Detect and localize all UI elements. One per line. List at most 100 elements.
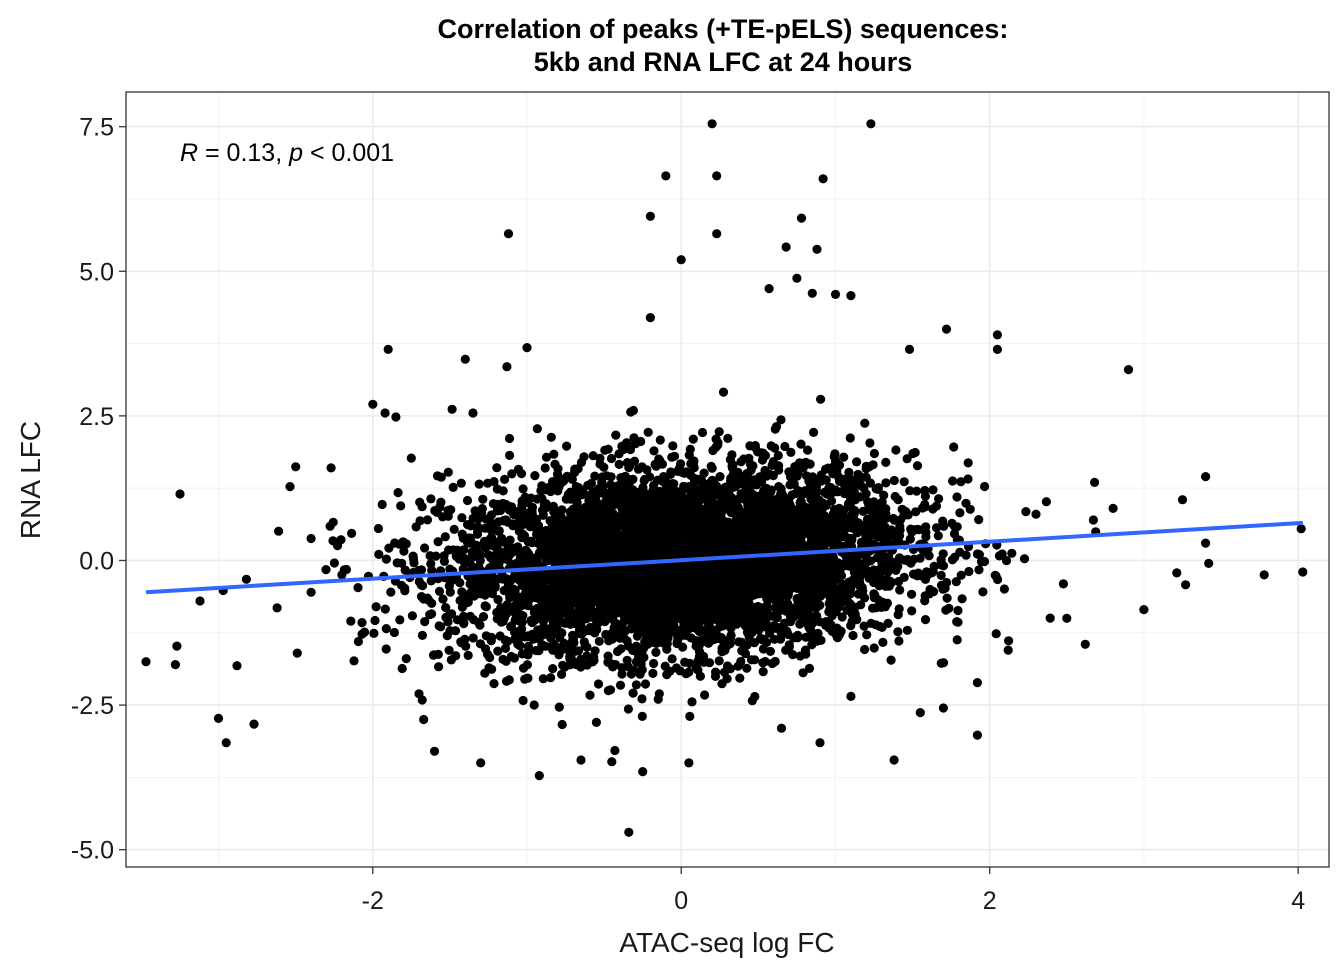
- data-point: [972, 549, 983, 559]
- data-point: [571, 539, 581, 549]
- data-point: [860, 644, 870, 655]
- data-point: [648, 637, 658, 647]
- data-point: [695, 671, 706, 681]
- data-point: [747, 696, 757, 706]
- data-point: [548, 664, 558, 674]
- data-point: [689, 463, 699, 473]
- data-point: [641, 536, 651, 546]
- data-point: [795, 458, 805, 468]
- data-point: [357, 629, 367, 639]
- data-point: [929, 587, 939, 597]
- data-point: [905, 486, 915, 496]
- data-point: [714, 656, 724, 666]
- data-point: [526, 506, 536, 517]
- data-point: [864, 462, 875, 472]
- data-point: [869, 577, 879, 588]
- data-point: [512, 546, 522, 556]
- data-point: [785, 604, 795, 614]
- data-point: [697, 427, 708, 438]
- data-point: [274, 526, 284, 536]
- data-point: [893, 610, 903, 620]
- data-point: [921, 547, 931, 557]
- data-point: [568, 574, 579, 584]
- data-point: [417, 630, 427, 641]
- data-point: [504, 433, 515, 444]
- data-point: [795, 619, 805, 629]
- data-point: [763, 497, 773, 507]
- data-point: [942, 593, 952, 603]
- data-point: [471, 579, 481, 589]
- data-point: [852, 528, 862, 538]
- data-point: [485, 652, 495, 663]
- data-point: [804, 473, 814, 483]
- data-point: [860, 593, 870, 603]
- data-point: [592, 578, 602, 588]
- data-point: [727, 594, 738, 604]
- data-point: [636, 523, 646, 533]
- data-point: [532, 424, 542, 434]
- data-point: [508, 521, 518, 531]
- data-point: [978, 587, 988, 597]
- data-point: [614, 449, 624, 459]
- data-point: [687, 697, 697, 707]
- data-point: [907, 589, 917, 599]
- data-point: [459, 611, 469, 622]
- data-point: [400, 565, 410, 575]
- data-point: [629, 665, 639, 676]
- data-point: [1041, 497, 1051, 507]
- data-point: [808, 601, 818, 611]
- data-point: [720, 645, 730, 656]
- data-point: [776, 415, 786, 425]
- data-point: [438, 594, 448, 604]
- data-point: [876, 553, 886, 563]
- data-point: [739, 563, 750, 573]
- data-point: [951, 577, 961, 587]
- data-point: [765, 628, 775, 638]
- data-point: [804, 663, 815, 674]
- data-point: [821, 500, 831, 510]
- data-point: [531, 558, 541, 568]
- data-point: [685, 711, 695, 722]
- data-point: [563, 489, 573, 500]
- data-point: [332, 541, 343, 551]
- data-point: [847, 483, 857, 493]
- data-point: [893, 627, 903, 637]
- data-point: [674, 586, 685, 596]
- data-point: [881, 457, 891, 467]
- data-point: [894, 576, 904, 587]
- data-point: [505, 450, 515, 460]
- data-point: [370, 615, 380, 626]
- data-point: [462, 598, 472, 608]
- data-point: [711, 583, 722, 593]
- data-point: [627, 592, 637, 603]
- data-point: [856, 481, 866, 491]
- data-point: [864, 500, 874, 510]
- data-point: [658, 517, 669, 527]
- data-point: [604, 631, 614, 642]
- data-point: [793, 630, 803, 640]
- data-point: [809, 591, 819, 602]
- data-point: [489, 679, 499, 689]
- data-point: [639, 476, 649, 486]
- data-point: [793, 607, 804, 618]
- data-point: [451, 651, 461, 661]
- data-point: [894, 636, 904, 646]
- data-point: [498, 486, 508, 496]
- data-point: [718, 387, 729, 397]
- data-point: [487, 664, 497, 674]
- data-point: [638, 584, 648, 594]
- data-point: [554, 702, 564, 712]
- data-point: [622, 655, 632, 665]
- data-point: [784, 642, 795, 652]
- data-point: [809, 427, 819, 437]
- data-point: [956, 477, 966, 487]
- data-point: [750, 655, 760, 665]
- data-point: [963, 474, 973, 484]
- data-point: [952, 522, 962, 532]
- data-point: [747, 591, 757, 601]
- data-point: [581, 536, 591, 546]
- data-point: [436, 622, 446, 632]
- data-point: [895, 521, 905, 532]
- data-point: [931, 523, 942, 533]
- data-point: [804, 622, 814, 632]
